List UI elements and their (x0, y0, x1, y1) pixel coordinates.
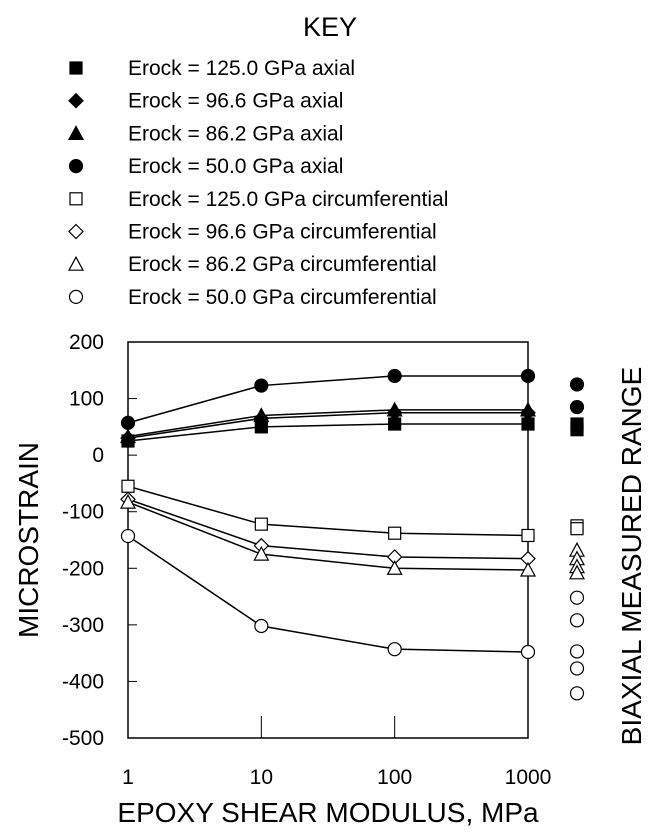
x-tick-label: 100 (377, 766, 412, 789)
data-point (387, 642, 402, 657)
measured-point (569, 686, 585, 701)
y-tick-label: -100 (62, 501, 104, 524)
legend-label: Erock = 86.2 GPa axial (128, 122, 343, 145)
y-tick-label: 200 (69, 331, 104, 354)
biaxial-measured-group (568, 377, 586, 701)
series-line (127, 375, 528, 424)
data-point (254, 517, 268, 531)
data-point (120, 415, 136, 430)
measured-point (569, 661, 585, 676)
legend-marker (67, 255, 85, 271)
key-title: KEY (303, 12, 357, 42)
y-tick-label: -200 (62, 557, 104, 580)
data-point (120, 528, 136, 544)
measured-point (570, 423, 584, 437)
legend-marker (68, 159, 84, 174)
measured-point (569, 377, 585, 392)
measured-point (569, 613, 585, 628)
data-point (254, 378, 269, 393)
series-line (127, 485, 529, 537)
series-line (127, 535, 529, 653)
data-point (386, 560, 403, 575)
measured-point (568, 564, 586, 580)
series-line (127, 423, 528, 442)
measured-point (569, 590, 585, 605)
data-point (519, 401, 537, 417)
series-group (119, 368, 537, 660)
legend-marker (69, 61, 83, 75)
legend-marker (68, 223, 84, 240)
data-point (119, 493, 137, 509)
series-line (127, 411, 528, 439)
data-point (388, 526, 402, 540)
legend-marker (67, 125, 85, 140)
legend-marker (68, 289, 84, 304)
data-point (254, 618, 269, 634)
legend-label: Erock = 50.0 GPa axial (128, 155, 343, 178)
legend-label: Erock = 96.6 GPa circumferential (128, 221, 437, 244)
legend-marker (69, 192, 83, 206)
y-tick-label: -400 (62, 670, 104, 693)
y-tick-label: -500 (62, 727, 104, 750)
legend-label: Erock = 86.2 GPa circumferential (128, 253, 437, 276)
plot-frame (127, 341, 529, 739)
data-point (121, 479, 135, 493)
data-point (253, 545, 270, 561)
x-tick-label: 10 (250, 766, 273, 789)
data-point (387, 368, 402, 384)
y-tick-label: -300 (62, 614, 104, 637)
x-tick-label: 1000 (505, 766, 552, 789)
measured-point (569, 644, 585, 659)
measured-point (569, 399, 585, 415)
legend-label: Erock = 125.0 GPa circumferential (128, 188, 448, 211)
y-tick-label: 0 (92, 444, 104, 467)
legend-marker (68, 92, 84, 109)
data-point (119, 428, 137, 444)
x-axis-title: EPOXY SHEAR MODULUS, MPa (117, 797, 539, 828)
legend-label: Erock = 96.6 GPa axial (128, 90, 343, 113)
legend: Erock = 125.0 GPa axial Erock = 96.6 GPa … (67, 57, 448, 309)
y-axis-title: MICROSTRAIN (13, 442, 44, 638)
legend-label: Erock = 125.0 GPa axial (128, 57, 355, 80)
series-line (127, 409, 528, 438)
measured-point (570, 522, 584, 536)
data-point (253, 407, 270, 423)
y-tick-label: 100 (69, 388, 104, 411)
legend-label: Erock = 50.0 GPa circumferential (128, 286, 437, 309)
data-point (386, 401, 403, 417)
data-point (520, 644, 536, 660)
data-point (520, 368, 536, 384)
data-point (519, 561, 537, 577)
series-line (127, 501, 529, 571)
data-point (521, 528, 535, 543)
series-line (127, 498, 529, 560)
biaxial-measured-label: BIAXIAL MEASURED RANGE (616, 367, 647, 746)
x-tick-label: 1 (122, 766, 134, 789)
